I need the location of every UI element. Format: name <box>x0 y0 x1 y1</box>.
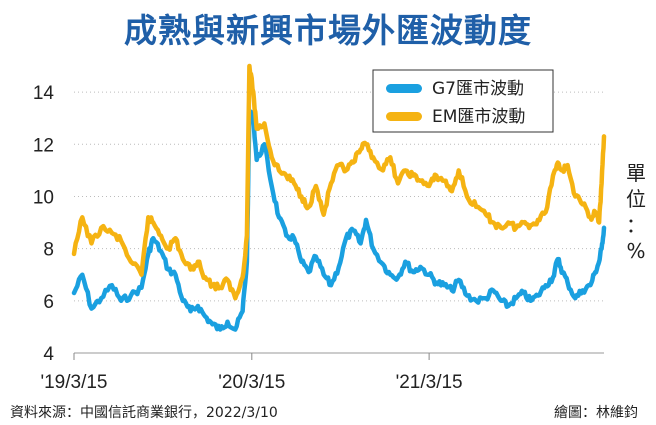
unit-char: ： <box>626 213 646 237</box>
chart-title: 成熟與新興市場外匯波動度 <box>124 11 532 50</box>
y-tick-label: 14 <box>33 83 55 104</box>
y-tick-label: 8 <box>43 240 54 261</box>
legend-swatch <box>386 84 422 93</box>
unit-label: 單位：% <box>626 161 646 263</box>
y-axis-ticks: 4 6 8 10 12 14 <box>33 83 55 365</box>
series-lines <box>71 63 607 332</box>
legend-label: EM匯市波動 <box>432 107 525 127</box>
y-tick-label: 4 <box>43 344 54 365</box>
x-tick-label: '20/3/15 <box>218 372 285 393</box>
x-axis: '19/3/15 '20/3/15 '21/3/15 <box>40 352 604 393</box>
y-tick-label: 6 <box>43 292 54 313</box>
y-tick-label: 10 <box>33 187 54 208</box>
y-grid <box>74 91 604 302</box>
legend: G7匯市波動 EM匯市波動 <box>372 69 554 133</box>
y-tick-label: 12 <box>33 135 54 156</box>
unit-char: 單 <box>626 161 646 185</box>
series-line-0 <box>71 108 607 332</box>
unit-char: % <box>626 239 645 263</box>
legend-label: G7匯市波動 <box>432 79 524 99</box>
series-line-1 <box>71 63 607 301</box>
unit-char: 位 <box>626 187 646 211</box>
x-tick-label: '21/3/15 <box>396 372 463 393</box>
graphic-credit: 繪圖：林維鈞 <box>554 405 638 421</box>
legend-swatch <box>386 112 422 121</box>
source-note: 資料來源：中國信託商業銀行，2022/3/10 <box>10 405 278 421</box>
legend-box <box>372 69 554 133</box>
x-tick-label: '19/3/15 <box>40 372 107 393</box>
